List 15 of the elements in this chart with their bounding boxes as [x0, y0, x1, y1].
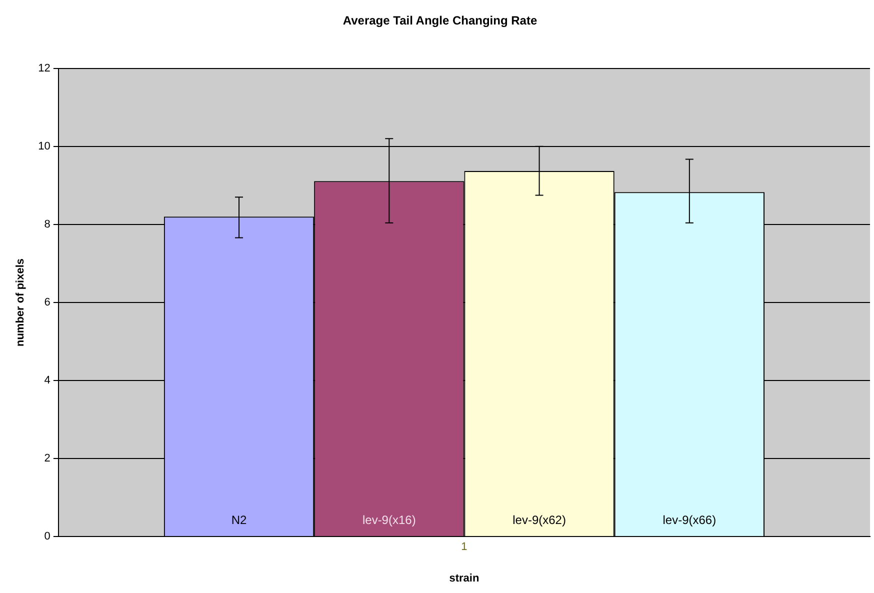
y-tick-label: 10 [38, 140, 50, 152]
y-tick-label: 0 [44, 530, 50, 543]
chart-title: Average Tail Angle Changing Rate [342, 14, 538, 28]
series-label: N2 [231, 512, 248, 527]
y-tick-label: 8 [44, 218, 50, 230]
x-axis-title: strain [449, 572, 480, 584]
series-label: lev-9(x66) [662, 512, 716, 527]
series-label: lev-9(x16) [362, 512, 416, 527]
x-tick-label: 1 [461, 541, 468, 554]
y-axis-title: number of pixels [14, 258, 27, 347]
y-tick-label: 2 [44, 452, 50, 465]
y-tick-label: 4 [44, 374, 50, 387]
series-label: lev-9(x62) [512, 512, 566, 527]
y-tick-label: 12 [38, 62, 50, 74]
y-tick-label: 6 [44, 296, 50, 309]
